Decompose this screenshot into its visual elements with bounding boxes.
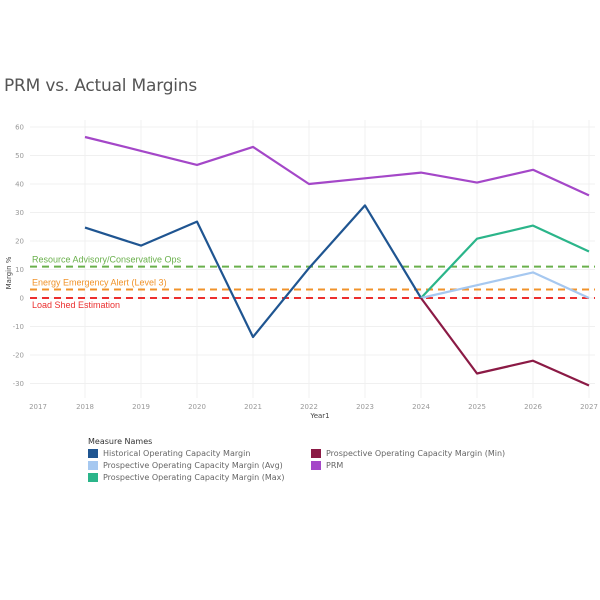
legend-item[interactable]: PRM xyxy=(311,461,531,470)
x-tick-label: 2017 xyxy=(29,403,47,411)
y-tick-label: 40 xyxy=(15,181,24,189)
x-axis-title: Year1 xyxy=(309,412,329,420)
legend-items: Historical Operating Capacity Margin Pros… xyxy=(88,449,531,482)
y-tick-label: -20 xyxy=(13,352,24,360)
series-line-prospective-operating-capacity-margin-min xyxy=(420,297,590,387)
y-axis-ticks: 60 50 40 30 20 10 0 -10 -20 -30 xyxy=(13,124,24,389)
x-tick-label: 2025 xyxy=(468,403,486,411)
y-tick-label: 20 xyxy=(15,238,24,246)
y-axis-title: Margin % xyxy=(5,256,13,289)
x-tick-label: 2026 xyxy=(524,403,542,411)
x-tick-label: 2018 xyxy=(76,403,94,411)
legend-swatch-icon xyxy=(88,473,98,482)
x-tick-label: 2020 xyxy=(188,403,206,411)
series-line-prospective-operating-capacity-margin-max xyxy=(420,224,590,299)
series-line-historical-operating-capacity-margin xyxy=(84,204,422,339)
x-tick-label: 2024 xyxy=(412,403,430,411)
y-tick-label: 50 xyxy=(15,152,24,160)
reference-line-label: Resource Advisory/Conservative Ops xyxy=(32,255,182,265)
series-line-prm xyxy=(84,135,590,197)
legend-swatch-icon xyxy=(88,461,98,470)
gridlines xyxy=(30,120,595,398)
x-tick-label: 2019 xyxy=(132,403,150,411)
x-tick-label: 2027 xyxy=(580,403,598,411)
legend-item[interactable]: Prospective Operating Capacity Margin (M… xyxy=(311,449,531,458)
y-tick-label: -30 xyxy=(13,380,24,388)
legend-item[interactable]: Prospective Operating Capacity Margin (M… xyxy=(88,473,311,482)
y-tick-label: 0 xyxy=(20,295,24,303)
x-tick-label: 2021 xyxy=(244,403,262,411)
legend-item[interactable]: Prospective Operating Capacity Margin (A… xyxy=(88,461,311,470)
y-tick-label: 60 xyxy=(15,124,24,132)
reference-line-label: Energy Emergency Alert (Level 3) xyxy=(32,277,167,287)
x-tick-label: 2023 xyxy=(356,403,374,411)
legend-label: Historical Operating Capacity Margin xyxy=(103,449,251,458)
legend-label: Prospective Operating Capacity Margin (A… xyxy=(103,461,283,470)
reference-lines: Resource Advisory/Conservative Ops Energy… xyxy=(30,255,595,310)
series-line-prospective-operating-capacity-margin-avg xyxy=(420,271,590,300)
x-axis-ticks: 2017 2018 2019 2020 2021 2022 2023 2024 2025 2026… xyxy=(29,403,598,411)
legend-title: Measure Names xyxy=(88,437,153,446)
legend-swatch-icon xyxy=(311,449,321,458)
reference-line-label: Load Shed Estimation xyxy=(32,300,120,310)
legend-label: Prospective Operating Capacity Margin (M… xyxy=(103,473,285,482)
chart-title: PRM vs. Actual Margins xyxy=(4,76,198,96)
legend-label: PRM xyxy=(326,461,344,470)
legend-swatch-icon xyxy=(311,461,321,470)
y-tick-label: 10 xyxy=(15,266,24,274)
series-lines xyxy=(84,135,590,387)
legend-swatch-icon xyxy=(88,449,98,458)
legend-label: Prospective Operating Capacity Margin (M… xyxy=(326,449,506,458)
legend-item[interactable]: Historical Operating Capacity Margin xyxy=(88,449,311,458)
legend: Measure Names Historical Operating Capac… xyxy=(88,437,531,482)
y-tick-label: -10 xyxy=(13,323,24,331)
x-tick-label: 2022 xyxy=(300,403,318,411)
y-tick-label: 30 xyxy=(15,209,24,217)
